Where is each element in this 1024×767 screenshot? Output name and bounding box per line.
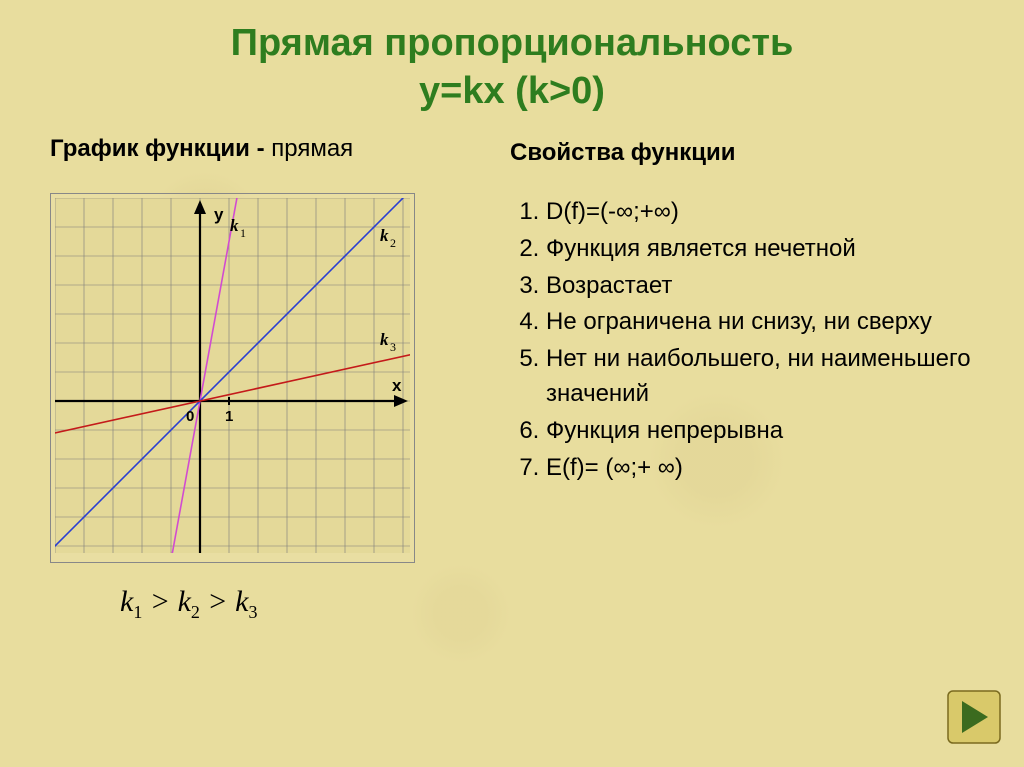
property-item: Функция непрерывна (546, 414, 990, 449)
svg-text:k: k (230, 216, 239, 235)
k-inequality: k1 > k2 > k3 (120, 585, 490, 623)
title-line-2: y=kx (k>0) (419, 70, 605, 112)
function-chart: k1k2k3yx01 (55, 198, 410, 553)
svg-text:x: x (392, 376, 402, 395)
graph-subtitle-prefix: График функции - (50, 135, 271, 162)
svg-text:2: 2 (390, 236, 396, 250)
svg-text:k: k (380, 330, 389, 349)
property-item: Функция является нечетной (546, 232, 990, 267)
properties-list: D(f)=(-∞;+∞)Функция является нечетнойВоз… (510, 195, 990, 485)
next-slide-button[interactable] (946, 689, 1002, 745)
right-column: Свойства функции D(f)=(-∞;+∞)Функция явл… (490, 125, 990, 623)
graph-subtitle-word: прямая (271, 135, 353, 162)
property-item: Не ограничена ни снизу, ни сверху (546, 305, 990, 340)
property-item: Возрастает (546, 269, 990, 304)
svg-text:y: y (214, 205, 224, 224)
title-line-1: Прямая пропорциональность (231, 22, 794, 64)
svg-text:1: 1 (225, 408, 233, 425)
svg-text:1: 1 (240, 226, 246, 240)
properties-header: Свойства функции (510, 139, 990, 167)
chevron-right-icon (946, 689, 1002, 745)
property-item: E(f)= (∞;+ ∞) (546, 451, 990, 486)
left-column: График функции - прямая k1k2k3yx01 k1 > … (50, 125, 490, 623)
graph-subtitle: График функции - прямая (50, 135, 490, 163)
svg-text:0: 0 (186, 408, 194, 425)
content-row: График функции - прямая k1k2k3yx01 k1 > … (0, 115, 1024, 623)
page-title: Прямая пропорциональность y=kx (k>0) (0, 0, 1024, 115)
property-item: D(f)=(-∞;+∞) (546, 195, 990, 230)
property-item: Нет ни наибольшего, ни наименьшего значе… (546, 342, 990, 412)
svg-text:k: k (380, 226, 389, 245)
svg-text:3: 3 (390, 340, 396, 354)
chart-frame: k1k2k3yx01 (50, 193, 415, 563)
